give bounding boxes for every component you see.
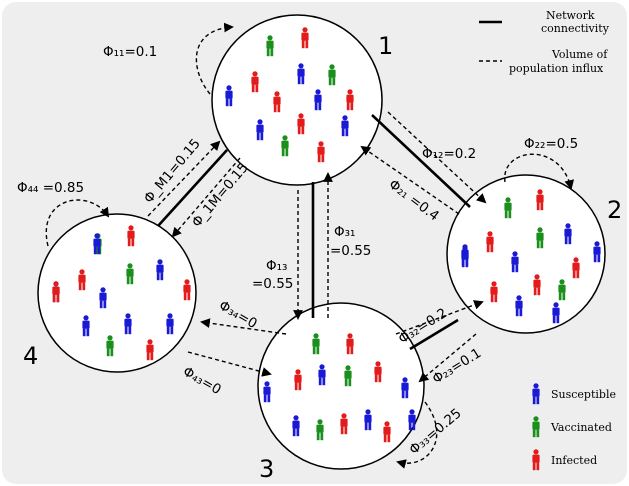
edge-1-2-solid — [371, 114, 471, 208]
node-label-4: 4 — [23, 342, 38, 370]
edge-2-3-solid — [409, 318, 459, 351]
legend: Network connectivity Volume of populatio… — [479, 9, 616, 471]
node-label-3: 3 — [259, 455, 274, 483]
label-phi11: Φ₁₁=0.1 — [103, 44, 157, 60]
edge-1-4-solid — [157, 149, 228, 227]
influx-self-loop-1 — [195, 22, 234, 95]
node-circle-2 — [446, 174, 606, 334]
influx-arrow-2-to-1 — [360, 145, 460, 215]
influx-arrow-2-to-3 — [418, 333, 477, 383]
label-phi13-a: Φ₁₃ — [266, 258, 287, 274]
influx-self-loop-3 — [396, 401, 438, 469]
legend-susceptible-label: Susceptible — [551, 388, 616, 401]
node-circle-3 — [257, 302, 425, 470]
influx-arrow-1-to-4 — [171, 157, 241, 238]
influx-arrow-3-to-4 — [200, 318, 287, 335]
label-phi44: Φ₄₄ =0.85 — [17, 180, 84, 196]
node-label-2: 2 — [607, 196, 622, 224]
influx-self-loop-2 — [504, 153, 575, 190]
label-phi31-a: Φ₃₁ — [334, 224, 355, 240]
node-label-1: 1 — [378, 32, 393, 60]
influx-arrow-1-to-2 — [387, 111, 487, 204]
label-phi31-b: =0.55 — [330, 243, 371, 259]
label-phi22: Φ₂₂=0.5 — [524, 136, 578, 152]
influx-arrow-4-to-1 — [147, 140, 221, 217]
influx-self-loop-4 — [45, 199, 110, 247]
legend-infected-label: Infected — [551, 454, 597, 467]
label-phi12: Φ₁₂=0.2 — [422, 146, 476, 162]
influx-arrow-3-to-2 — [395, 300, 484, 335]
node-circle-1 — [211, 14, 383, 186]
legend-network-line2: connectivity — [541, 22, 610, 35]
legend-network-line1: Network — [546, 9, 595, 22]
label-phi13-b: =0.55 — [252, 276, 293, 292]
legend-influx-line1: Volume of — [551, 48, 608, 61]
legend-vaccinated-label: Vaccinated — [550, 421, 612, 434]
influx-arrow-4-to-3 — [187, 351, 272, 377]
legend-influx-line2: population influx — [509, 62, 604, 75]
node-circle-4 — [37, 213, 197, 373]
